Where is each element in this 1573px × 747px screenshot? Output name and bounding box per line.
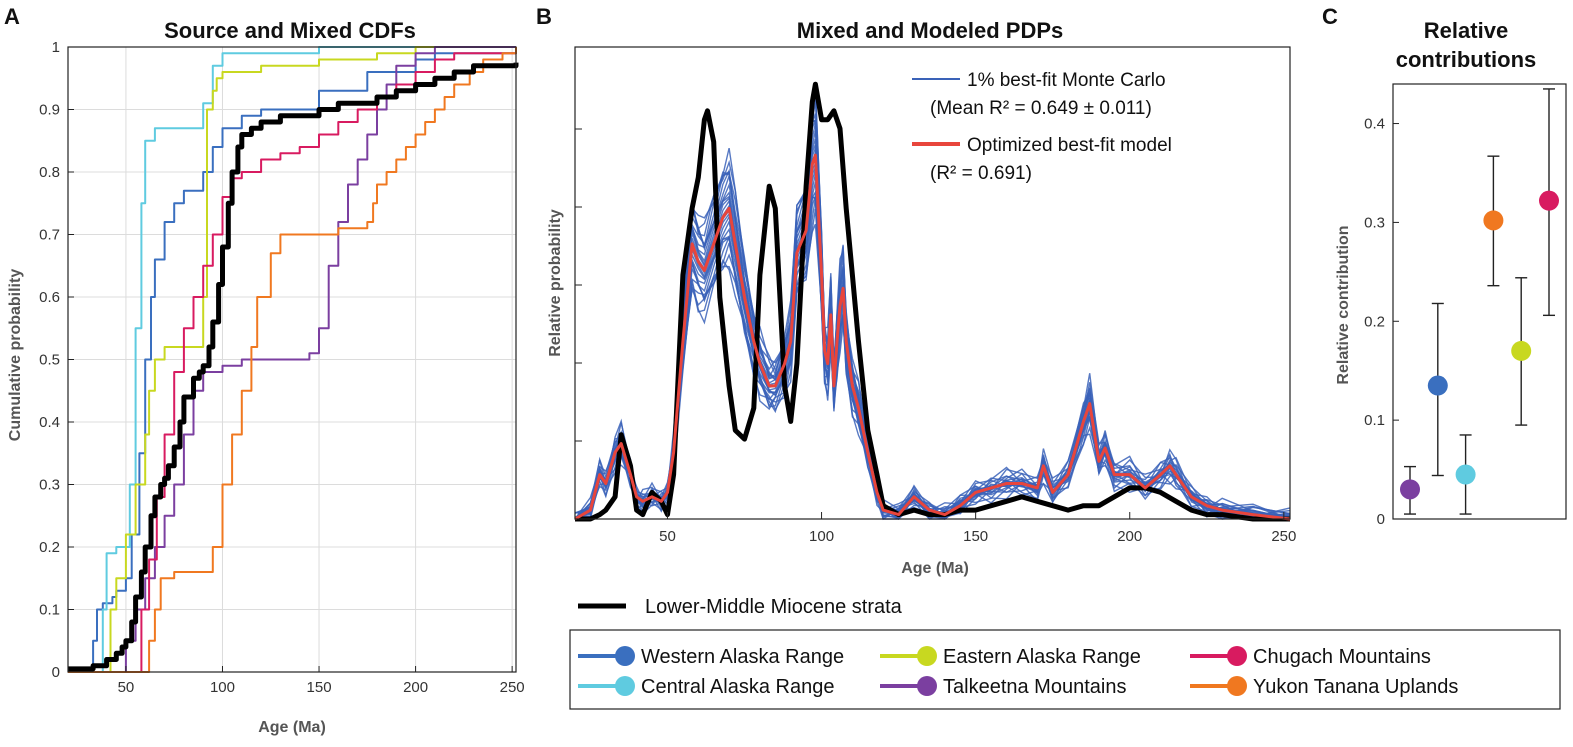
tick-label-x-250: 250 <box>1271 528 1296 545</box>
legend-marker-eastern-alaska-range <box>917 646 937 666</box>
tick-label-y-0.3: 0.3 <box>1364 214 1385 231</box>
panel-a-cdf-chart: Source and Mixed CDFs 50 100 150 200 250 0 0.1… <box>7 18 525 736</box>
tick-label-y-0.2: 0.2 <box>1364 313 1385 330</box>
tick-label-y-0.1: 0.1 <box>39 602 60 619</box>
legend-label-yukon-tanana-uplands: Yukon Tanana Uplands <box>1253 676 1458 698</box>
tick-label-x-150: 150 <box>963 528 988 545</box>
panel-a-ylabel: Cumulative probability <box>7 269 24 442</box>
panel-label-b: B <box>536 4 552 29</box>
tick-label-x-100: 100 <box>809 528 834 545</box>
tick-label-y-1: 1 <box>52 39 60 56</box>
legend-monte-carlo-line1: 1% best-fit Monte Carlo <box>967 70 1166 91</box>
tick-label-y-0.1: 0.1 <box>1364 412 1385 429</box>
panel-b-legend: 1% best-fit Monte Carlo (Mean R² = 0.649… <box>912 70 1172 184</box>
tick-label-x-50: 50 <box>118 679 135 696</box>
panel-c-title-line1: Relative <box>1424 18 1508 43</box>
panel-a-ticks: 50 100 150 200 250 0 0.1 0.2 0.3 0.4 0.5 0.6 0.7 0.8 0… <box>39 39 525 696</box>
pdp-line-optimized-best-fit-model <box>574 153 1291 521</box>
panel-a-series <box>68 46 519 673</box>
legend-label-chugach-mountains: Chugach Mountains <box>1253 646 1431 668</box>
tick-label-x-100: 100 <box>210 679 235 696</box>
tick-label-y-0.5: 0.5 <box>39 352 60 369</box>
legend-monte-carlo-line2: (Mean R² = 0.649 ± 0.011) <box>930 98 1152 119</box>
panel-b-xlabel: Age (Ma) <box>901 560 969 577</box>
tick-label-y-0.4: 0.4 <box>1364 116 1385 133</box>
tick-label-x-150: 150 <box>307 679 332 696</box>
cdf-line-central-alaska-range <box>68 46 516 673</box>
tick-label-y-0.3: 0.3 <box>39 477 60 494</box>
panel-c-ticks: 0 0.1 0.2 0.3 0.4 <box>1364 116 1399 528</box>
tick-label-y-0.4: 0.4 <box>39 414 60 431</box>
point-chugach-mountains <box>1539 190 1559 211</box>
legend-marker-western-alaska-range <box>615 646 635 666</box>
legend-items: Western Alaska Range Eastern Alaska Range… <box>578 646 1458 698</box>
bottom-legend: Lower-Middle Miocene strata Western Alas… <box>569 596 1561 710</box>
tick-label-x-50: 50 <box>659 528 676 545</box>
pdp-line-lower-middle-miocene-strata <box>575 81 1290 522</box>
point-central-alaska-range <box>1455 464 1476 485</box>
panel-label-a: A <box>4 4 20 29</box>
legend-marker-talkeetna-mountains <box>917 676 937 696</box>
legend-optimized-line2: (R² = 0.691) <box>930 163 1032 184</box>
cdf-line-eastern-alaska-range <box>68 46 516 673</box>
legend-label-western-alaska-range: Western Alaska Range <box>641 646 844 668</box>
legend-marker-central-alaska-range <box>615 676 635 696</box>
legend-optimized-line1: Optimized best-fit model <box>967 135 1172 156</box>
tick-label-y-0: 0 <box>52 664 60 681</box>
legend-box <box>569 629 1561 710</box>
cdf-line-western-alaska-range <box>68 47 517 673</box>
panel-c-ylabel: Relative contribution <box>1335 225 1352 384</box>
panel-c-contribution-chart: Relative contributions 0 0.1 0.2 0.3 0.4 Rel… <box>1335 18 1567 528</box>
cdf-line-yukon-tanana-uplands <box>68 47 517 673</box>
panel-b-series <box>574 81 1291 522</box>
tick-label-x-200: 200 <box>403 679 428 696</box>
panel-a-xlabel: Age (Ma) <box>258 719 326 736</box>
panel-b-title: Mixed and Modeled PDPs <box>797 18 1064 43</box>
tick-label-y-0: 0 <box>1377 511 1385 528</box>
legend-label-central-alaska-range: Central Alaska Range <box>641 676 834 698</box>
tick-label-y-0.8: 0.8 <box>39 164 60 181</box>
tick-label-y-0.9: 0.9 <box>39 102 60 119</box>
tick-label-y-0.2: 0.2 <box>39 539 60 556</box>
tick-label-x-250: 250 <box>500 679 525 696</box>
tick-label-y-0.6: 0.6 <box>39 289 60 306</box>
point-yukon-tanana-uplands <box>1483 210 1504 231</box>
tick-label-y-0.7: 0.7 <box>39 227 60 244</box>
panel-b-pdp-chart: Mixed and Modeled PDPs 50 100 150 200 250 Ag… <box>547 18 1296 577</box>
legend-marker-yukon-tanana-uplands <box>1227 676 1247 696</box>
legend-label-eastern-alaska-range: Eastern Alaska Range <box>943 646 1141 668</box>
panel-b-frame <box>574 46 1291 520</box>
legend-marker-chugach-mountains <box>1227 646 1247 666</box>
legend-label-talkeetna-mountains: Talkeetna Mountains <box>943 676 1126 698</box>
panel-a-title: Source and Mixed CDFs <box>164 18 416 43</box>
legend-strata-label: Lower-Middle Miocene strata <box>645 596 903 618</box>
cdf-line-talkeetna-mountains <box>68 46 516 673</box>
panel-c-frame <box>1392 83 1567 520</box>
point-talkeetna-mountains <box>1400 479 1420 500</box>
panel-c-title-line2: contributions <box>1396 47 1537 72</box>
panel-b-ticks: 50 100 150 200 250 <box>575 128 1296 545</box>
point-eastern-alaska-range <box>1511 340 1532 361</box>
cdf-line-lower-middle-miocene-strata <box>68 62 519 672</box>
point-western-alaska-range <box>1427 375 1448 396</box>
tick-label-x-200: 200 <box>1117 528 1142 545</box>
panel-c-points <box>1400 88 1559 515</box>
panel-b-ylabel: Relative probability <box>547 209 564 357</box>
panel-label-c: C <box>1322 4 1338 29</box>
